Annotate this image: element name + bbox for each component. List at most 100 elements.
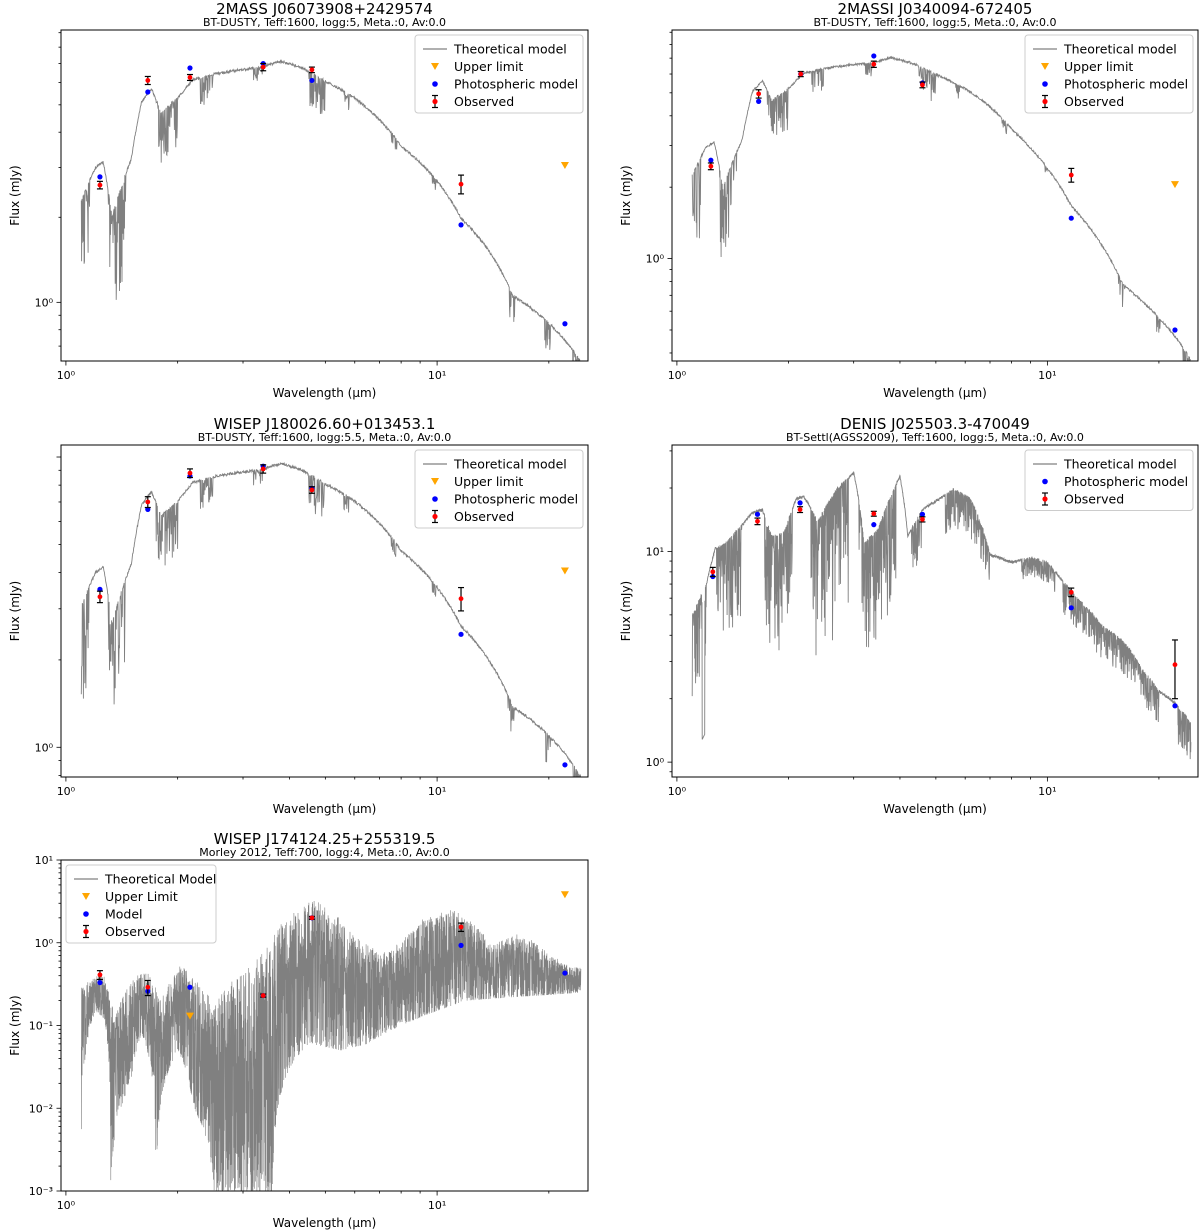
photospheric-point	[756, 98, 762, 104]
y-tick-label: 10⁰	[646, 756, 665, 769]
observed-point	[871, 511, 877, 517]
x-tick-label: 10⁰	[57, 785, 76, 798]
y-tick-label: 10⁰	[35, 296, 54, 309]
legend-label: Observed	[105, 924, 165, 939]
photospheric-point	[458, 222, 464, 228]
photospheric-point	[458, 942, 464, 948]
observed-point	[309, 487, 315, 493]
photospheric-point	[309, 77, 315, 84]
legend-label: Photospheric model	[454, 492, 578, 507]
legend-box	[65, 864, 217, 944]
observed-point	[309, 915, 315, 921]
chart-subtitle: BT-DUSTY, Teff:1600, logg:5, Meta.:0, Av…	[203, 16, 446, 29]
observed-point	[458, 596, 464, 602]
axes-frame	[671, 29, 1199, 362]
observed-point	[97, 972, 103, 978]
legend-label: Upper limit	[1064, 59, 1133, 74]
legend-label: Upper Limit	[105, 889, 178, 904]
x-tick-label: 10¹	[428, 785, 446, 798]
legend-upper-swatch	[82, 893, 90, 900]
photospheric-point	[919, 511, 926, 517]
theoretical-model-line	[691, 471, 1192, 760]
legend-observed-swatch	[83, 928, 89, 935]
y-tick-label: 10⁻¹	[29, 1020, 53, 1033]
observed-point	[797, 507, 803, 512]
photospheric-point	[187, 65, 193, 71]
x-tick-label: 10¹	[428, 369, 446, 382]
legend: Theoretical model Upper limit Photospheric…	[414, 34, 584, 114]
theoretical-model-line	[80, 59, 581, 361]
legend-box	[414, 449, 584, 529]
photospheric-point	[97, 979, 103, 986]
observed-point	[458, 181, 464, 187]
y-tick-label: 10⁻²	[29, 1102, 53, 1115]
observed-point	[871, 61, 877, 67]
observed-point	[260, 993, 266, 998]
y-axis-label: Flux (mJy)	[619, 165, 633, 225]
photospheric-point	[562, 762, 568, 768]
y-axis-label: Flux (mJy)	[8, 581, 22, 641]
photospheric-point	[562, 970, 568, 976]
observed-point	[145, 78, 151, 83]
legend-label: Model	[105, 907, 143, 922]
observed-point	[920, 82, 925, 88]
observed-point	[309, 67, 315, 73]
chart-subtitle: Morley 2012, Teff:700, logg:4, Meta.:0, …	[199, 846, 449, 859]
legend-photospheric-swatch	[83, 911, 89, 917]
photospheric-point	[1172, 703, 1178, 709]
legend-upper-swatch	[1041, 63, 1049, 70]
theoretical-model-line	[81, 900, 582, 1191]
x-tick-label: 10⁰	[57, 1199, 76, 1212]
legend: Theoretical Model Upper Limit Model Observe…	[65, 864, 217, 944]
observed-point	[187, 470, 193, 476]
y-tick-label: 10¹	[646, 545, 664, 558]
y-tick-label: 10⁻³	[29, 1185, 53, 1198]
legend-label: Theoretical model	[453, 42, 567, 57]
legend-observed-swatch	[1042, 496, 1048, 502]
axes-frame	[60, 29, 589, 362]
legend-upper-swatch	[431, 63, 439, 70]
x-tick-label: 10¹	[428, 1199, 446, 1212]
legend-label: Theoretical Model	[104, 872, 216, 887]
x-axis-label: Wavelength (μm)	[273, 1216, 377, 1230]
observed-point	[1068, 172, 1074, 178]
photospheric-point	[1068, 215, 1074, 221]
photospheric-point	[187, 984, 193, 990]
chart-title: 2MASSI J0340094-672405	[838, 0, 1033, 18]
legend-label: Photospheric model	[454, 77, 578, 92]
legend-box	[1024, 34, 1194, 114]
photospheric-point	[458, 631, 464, 637]
chart-subtitle: BT-DUSTY, Teff:1600, logg:5.5, Meta.:0, …	[198, 431, 452, 444]
photospheric-point	[145, 89, 151, 95]
photospheric-point	[871, 53, 877, 59]
legend-label: Observed	[1064, 492, 1124, 507]
legend-label: Photospheric model	[1064, 77, 1188, 92]
chart-subtitle: BT-Settl(AGSS2009), Teff:1600, logg:5, M…	[786, 431, 1084, 444]
axes-frame	[60, 444, 589, 778]
photospheric-point	[871, 522, 877, 528]
legend: Theoretical model Photospheric model Obser…	[1024, 449, 1194, 511]
chart-title: 2MASS J06073908+2429574	[216, 0, 433, 18]
y-tick-label: 10⁰	[35, 937, 54, 950]
upper-limit-marker	[560, 891, 569, 899]
chart-title: WISEP J180026.60+013453.1	[214, 415, 436, 433]
legend-label: Observed	[454, 509, 514, 524]
legend-label: Observed	[1064, 94, 1124, 109]
observed-point	[708, 163, 714, 169]
x-axis-label: Wavelength (μm)	[273, 386, 377, 400]
x-axis-label: Wavelength (μm)	[883, 802, 987, 816]
x-tick-label: 10⁰	[57, 369, 76, 382]
chart-panel: DENIS J025503.3-470049BT-Settl(AGSS2009)…	[619, 415, 1199, 816]
legend-box	[414, 34, 584, 114]
observed-point	[458, 924, 464, 930]
legend-label: Theoretical model	[453, 457, 567, 472]
observed-point	[710, 569, 716, 575]
legend-box	[1024, 449, 1194, 511]
observed-point	[755, 518, 760, 524]
legend-photospheric-swatch	[1042, 478, 1048, 485]
observed-point	[756, 91, 762, 97]
chart-subtitle: BT-DUSTY, Teff:1600, logg:5, Meta.:0, Av…	[814, 16, 1057, 29]
photospheric-point	[562, 321, 568, 327]
